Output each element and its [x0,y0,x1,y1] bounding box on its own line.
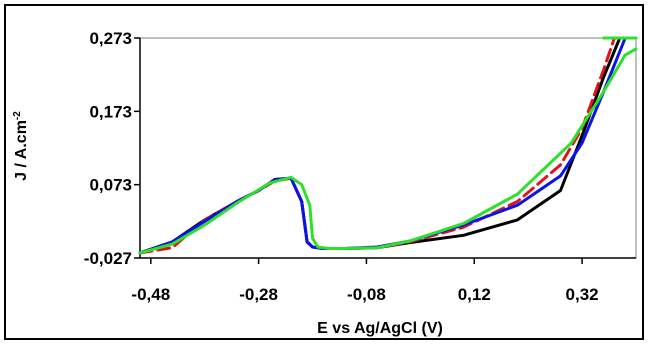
tick-layer: -0,027 0,073 0,173 0,273 -0,48 -0,28 -0,08 0,12… [84,29,599,304]
chart-axes [139,37,637,259]
series-layer [138,36,638,255]
x-tick-label: -0,48 [131,285,170,304]
x-tick-label: -0,28 [239,285,278,304]
series-line-4 [138,47,638,255]
y-axis-title-main: J / A.cm [13,120,30,181]
x-axis-title: E vs Ag/AgCl (V) [317,320,443,337]
y-tick-label: 0,073 [89,176,132,195]
y-tick-label: 0,273 [89,29,132,48]
y-axis-title: J / A.cm-2 [12,111,30,181]
y-axis-title-sup: -2 [12,111,23,120]
y-tick-label: 0,173 [89,102,132,121]
x-tick-label: 0,12 [458,285,491,304]
y-tick-label: -0,027 [84,249,132,268]
plot-area [139,37,637,259]
x-tick-label: -0,08 [347,285,386,304]
x-tick-label: 0,32 [566,285,599,304]
